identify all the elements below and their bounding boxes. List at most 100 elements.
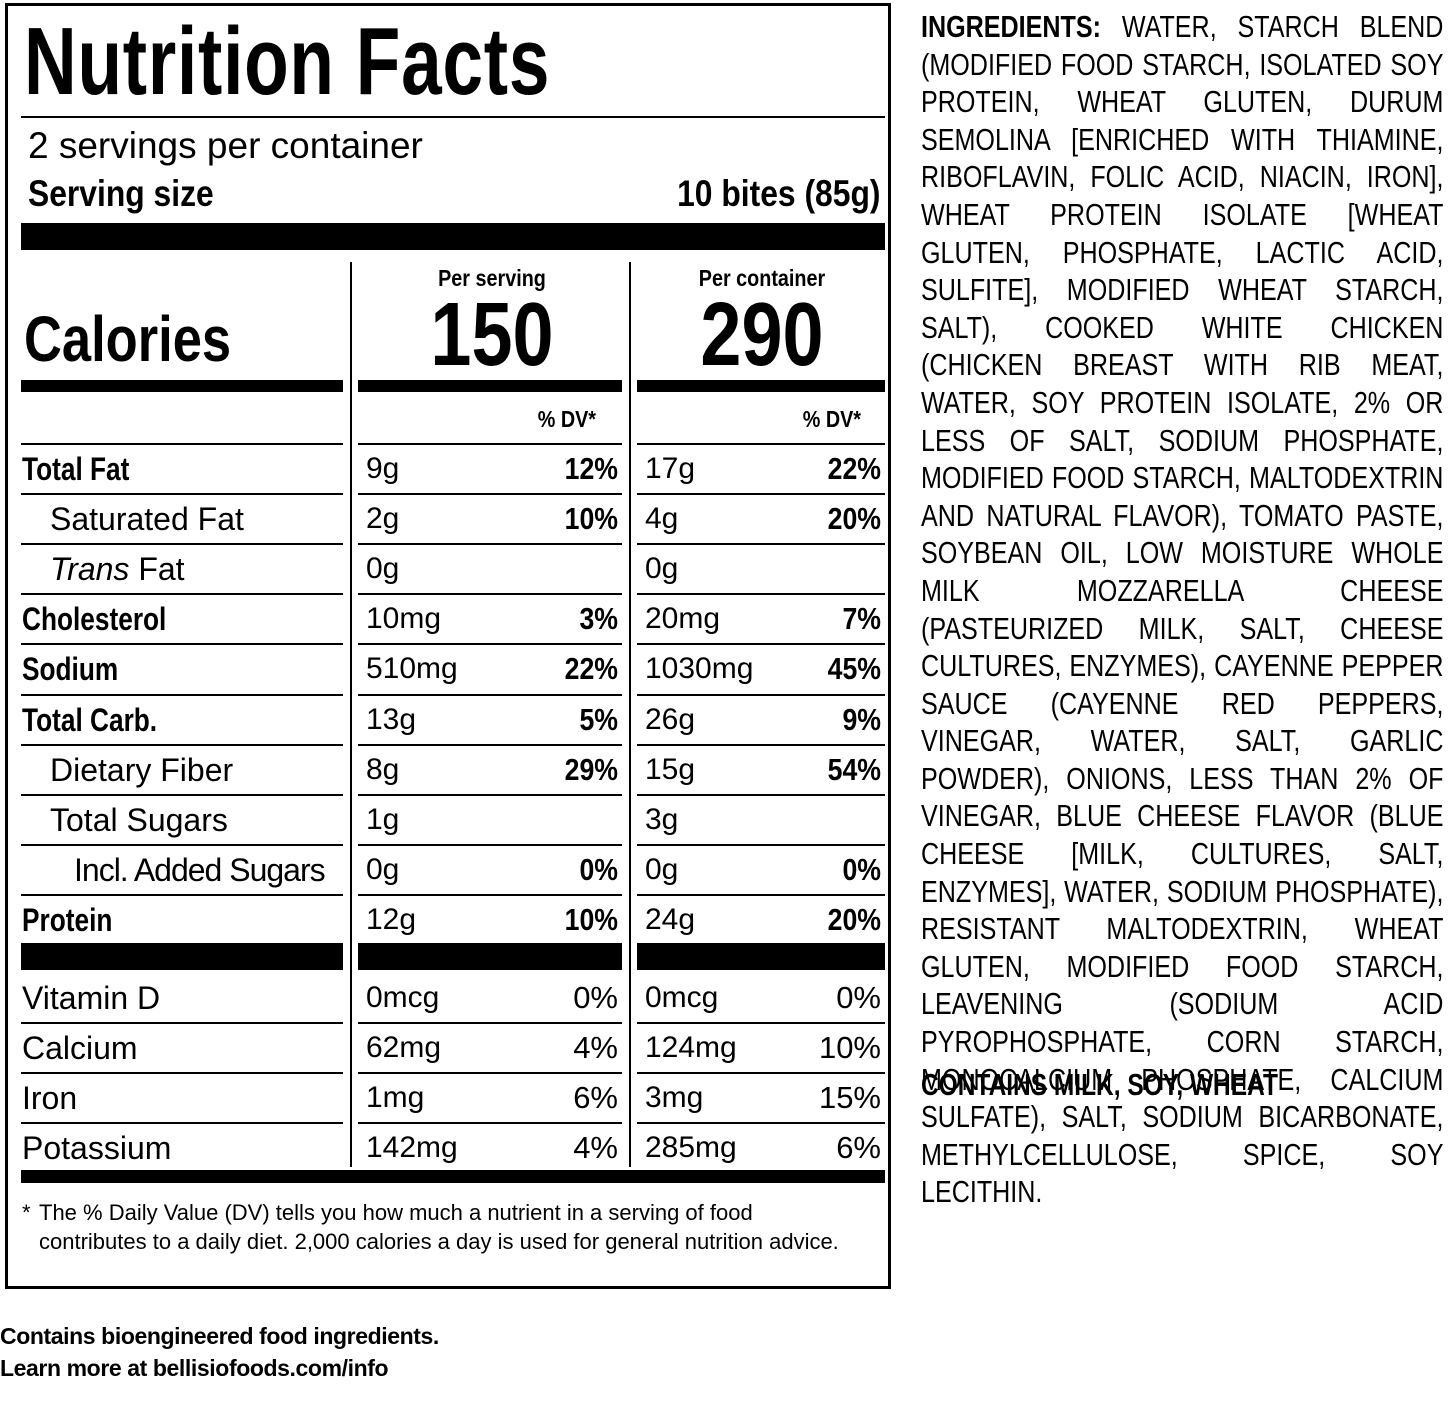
dv-per-serving: 10%	[564, 902, 618, 937]
dv-per-serving: 10%	[564, 501, 618, 536]
dv-per-serving: 29%	[564, 752, 618, 787]
nutrient-label: Cholesterol	[22, 601, 167, 637]
row-rule	[21, 543, 343, 545]
amount-per-container: 15g	[645, 753, 696, 786]
column-divider-2	[629, 262, 631, 1167]
amount-per-serving: 0g	[366, 552, 400, 585]
per-container-label: Per container	[698, 265, 826, 291]
amount-per-serving: 12g	[366, 903, 417, 936]
dv-per-container: 10%	[818, 1030, 881, 1065]
row-rule	[358, 493, 622, 495]
nutrient-label: Trans Fat	[50, 551, 185, 587]
row-rule	[637, 493, 885, 495]
amount-per-container: 285mg	[645, 1131, 737, 1164]
row-rule	[637, 844, 885, 846]
row-rule	[358, 1122, 622, 1124]
amount-per-container: 3g	[645, 803, 679, 836]
row-rule	[21, 643, 343, 645]
nutrient-label: Iron	[22, 1080, 78, 1116]
ingredients-text: WATER, STARCH BLEND (MODIFIED FOOD STARC…	[921, 9, 1444, 1210]
disclosure-link-text: Learn more at bellisiofoods.com/info	[0, 1355, 389, 1381]
amount-per-serving: 1mg	[366, 1081, 425, 1114]
row-rule	[21, 694, 343, 696]
dv-per-container: 20%	[827, 501, 881, 536]
nutrient-label-text: Fat	[129, 551, 185, 587]
nutrient-label: Saturated Fat	[50, 501, 244, 537]
serving-thick-bar	[21, 223, 885, 250]
nutrient-label: Total Carb.	[22, 702, 158, 738]
row-rule	[358, 593, 622, 595]
amount-per-serving: 2g	[366, 502, 400, 535]
nutrient-label: Calcium	[22, 1030, 138, 1066]
nutrition-facts-title: Nutrition Facts	[24, 8, 551, 115]
row-rule	[21, 844, 343, 846]
column-divider-1	[350, 262, 352, 1167]
row-rule	[358, 643, 622, 645]
dv-per-serving: 4%	[573, 1030, 618, 1065]
dv-per-serving: 5%	[579, 702, 618, 737]
row-rule	[21, 1122, 343, 1124]
row-rule	[21, 443, 343, 445]
amount-per-container: 24g	[645, 903, 696, 936]
nutrient-label: Potassium	[22, 1130, 172, 1166]
dv-per-container: 6%	[836, 1130, 881, 1165]
amount-per-serving: 0mcg	[366, 981, 440, 1014]
calories-per-serving: 150	[430, 285, 554, 385]
row-rule	[21, 593, 343, 595]
vitamin-bar-3	[637, 943, 885, 970]
dv-per-serving: 4%	[573, 1130, 618, 1165]
row-rule	[637, 794, 885, 796]
dv-per-container: 22%	[827, 451, 881, 486]
row-rule	[358, 744, 622, 746]
amount-per-container: 124mg	[645, 1031, 737, 1064]
row-rule	[358, 1022, 622, 1024]
amount-per-serving: 10mg	[366, 602, 442, 635]
nutrient-label-italic: Trans	[50, 551, 130, 587]
dv-header-serving: % DV*	[537, 406, 596, 432]
dv-per-serving: 22%	[564, 651, 618, 686]
row-rule	[21, 493, 343, 495]
dv-per-serving: 3%	[579, 601, 618, 636]
amount-per-serving: 8g	[366, 753, 400, 786]
amount-per-serving: 510mg	[366, 652, 458, 685]
nutrient-label: Total Fat	[22, 451, 130, 487]
row-rule	[21, 1072, 343, 1074]
serving-size-value: 10 bites (85g)	[676, 173, 880, 214]
amount-per-container: 26g	[645, 703, 696, 736]
row-rule	[21, 794, 343, 796]
footnote-text: The % Daily Value (DV) tells you how muc…	[39, 1200, 839, 1254]
row-rule	[358, 894, 622, 896]
calories-bar-2	[358, 380, 622, 392]
dv-per-container: 7%	[842, 601, 881, 636]
row-rule	[358, 543, 622, 545]
dv-per-container: 54%	[827, 752, 881, 787]
amount-per-container: 3mg	[645, 1081, 704, 1114]
title-rule	[21, 116, 885, 118]
row-rule	[637, 1122, 885, 1124]
amount-per-container: 17g	[645, 452, 696, 485]
row-rule	[637, 894, 885, 896]
amount-per-serving: 0g	[366, 853, 400, 886]
calories-bar-3	[637, 380, 885, 392]
ingredients-block: INGREDIENTS: WATER, STARCH BLEND (MODIFI…	[921, 8, 1443, 1211]
amount-per-serving: 142mg	[366, 1131, 458, 1164]
amount-per-container: 0g	[645, 552, 679, 585]
dv-per-container: 0%	[836, 980, 881, 1015]
row-rule	[358, 794, 622, 796]
row-rule	[358, 844, 622, 846]
dv-per-serving: 6%	[573, 1080, 618, 1115]
vitamin-bar-2	[358, 943, 622, 970]
per-serving-label: Per serving	[438, 265, 546, 291]
amount-per-container: 0g	[645, 853, 679, 886]
servings-per-container: 2 servings per container	[28, 125, 423, 166]
ingredients-title: INGREDIENTS:	[921, 9, 1101, 44]
row-rule	[358, 443, 622, 445]
vitamin-bar-1	[21, 943, 343, 970]
bioengineered-disclosure: Contains bioengineered food ingredients.	[0, 1323, 439, 1349]
row-rule	[21, 744, 343, 746]
dv-per-serving: 0%	[573, 980, 618, 1015]
daily-value-footnote: * The % Daily Value (DV) tells you how m…	[22, 1198, 862, 1256]
nutrition-facts-panel: Nutrition Facts 2 servings per container…	[5, 3, 891, 1289]
allergen-statement: CONTAINS MILK, SOY, WHEAT	[921, 1067, 1278, 1102]
amount-per-serving: 1g	[366, 803, 400, 836]
